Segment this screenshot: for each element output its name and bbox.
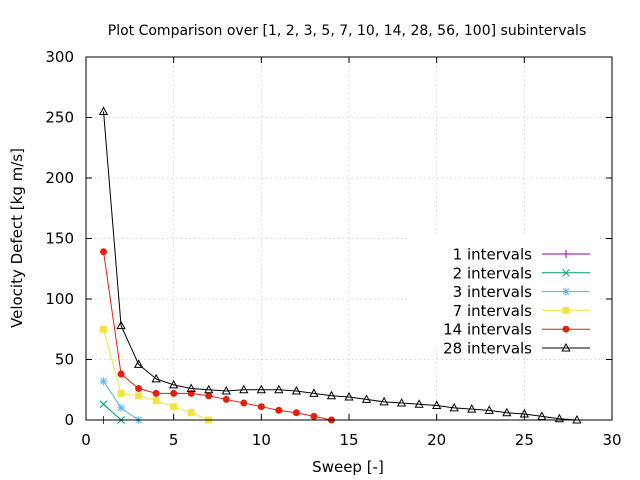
data-point	[170, 389, 178, 397]
legend-label: 28 intervals	[443, 340, 532, 358]
y-tick-label: 300	[45, 48, 74, 66]
x-tick-label: 5	[169, 431, 179, 449]
data-point	[240, 399, 248, 407]
x-tick-label: 20	[427, 431, 446, 449]
data-point	[292, 409, 300, 417]
legend-swatch-marker	[562, 325, 570, 333]
data-point	[117, 403, 126, 412]
data-point	[100, 248, 108, 256]
y-tick-label: 50	[55, 351, 74, 369]
legend-item: 1 intervals	[453, 246, 590, 264]
data-point	[152, 389, 160, 397]
series-14-intervals	[100, 248, 335, 424]
data-point	[554, 413, 565, 423]
data-point	[432, 400, 442, 409]
series-line	[103, 381, 139, 421]
data-point	[99, 377, 108, 386]
data-point	[344, 391, 354, 401]
x-tick-label: 30	[602, 431, 621, 449]
x-axis-label: Sweep [-]	[312, 458, 384, 476]
x-tick-label: 15	[339, 431, 358, 449]
legend-swatch-marker	[561, 342, 571, 352]
legend-label: 2 intervals	[453, 264, 532, 282]
x-tick-label: 0	[81, 431, 91, 449]
data-point	[257, 403, 265, 411]
data-point	[484, 405, 494, 414]
data-point	[379, 396, 389, 406]
legend-label: 3 intervals	[453, 283, 532, 301]
data-point	[309, 388, 319, 397]
data-point	[310, 412, 318, 420]
y-tick-label: 0	[64, 411, 74, 429]
series-3-intervals	[99, 377, 143, 424]
data-point	[135, 385, 143, 393]
data-point	[396, 398, 407, 407]
data-point	[170, 403, 178, 411]
legend-item: 28 intervals	[443, 340, 590, 358]
data-point	[449, 402, 459, 412]
y-axis-label: Velocity Defect [kg m/s]	[8, 148, 26, 328]
data-point	[326, 390, 337, 400]
data-point	[99, 400, 108, 409]
grid	[86, 57, 612, 420]
data-point	[169, 379, 179, 389]
y-tick-label: 100	[45, 290, 74, 308]
data-point	[187, 409, 195, 417]
data-point	[221, 385, 231, 395]
series-28-intervals	[98, 106, 582, 424]
x-tick-label: 25	[515, 431, 534, 449]
data-point	[133, 359, 144, 368]
data-point	[117, 370, 125, 378]
y-tick-label: 250	[45, 109, 74, 127]
legend-item: 7 intervals	[453, 302, 590, 320]
data-point	[98, 106, 109, 115]
legend-swatch-marker	[562, 306, 570, 314]
data-point	[151, 373, 161, 383]
legend-swatch-marker	[562, 287, 570, 296]
data-point	[205, 392, 213, 400]
legend-label: 7 intervals	[453, 302, 532, 320]
legend-swatch-marker	[562, 250, 570, 258]
data-point	[117, 389, 125, 397]
legend-item: 3 intervals	[453, 283, 590, 301]
data-point	[116, 320, 126, 330]
data-point	[135, 392, 143, 400]
data-point	[204, 384, 214, 394]
data-point	[274, 384, 284, 394]
data-point	[100, 325, 108, 333]
data-point	[152, 397, 160, 405]
data-point	[502, 407, 512, 417]
legend-swatch-marker	[562, 268, 570, 277]
legend-label: 1 intervals	[453, 246, 532, 264]
chart-title: Plot Comparison over [1, 2, 3, 5, 7, 10,…	[108, 23, 587, 39]
data-point	[414, 399, 424, 408]
data-point	[291, 385, 302, 395]
data-point	[361, 394, 372, 403]
series-line	[103, 111, 577, 421]
y-tick-label: 150	[45, 230, 74, 248]
y-tick-label: 200	[45, 169, 74, 187]
legend-label: 14 intervals	[443, 321, 532, 339]
data-point	[467, 404, 477, 413]
legend-item: 14 intervals	[443, 321, 590, 339]
data-point	[537, 411, 547, 420]
legend-item: 2 intervals	[453, 264, 590, 282]
x-tick-label: 10	[252, 431, 271, 449]
data-point	[187, 389, 195, 397]
data-point	[222, 395, 230, 403]
data-point	[239, 384, 249, 394]
data-point	[256, 384, 266, 394]
data-point	[186, 383, 196, 393]
data-point	[275, 406, 283, 414]
